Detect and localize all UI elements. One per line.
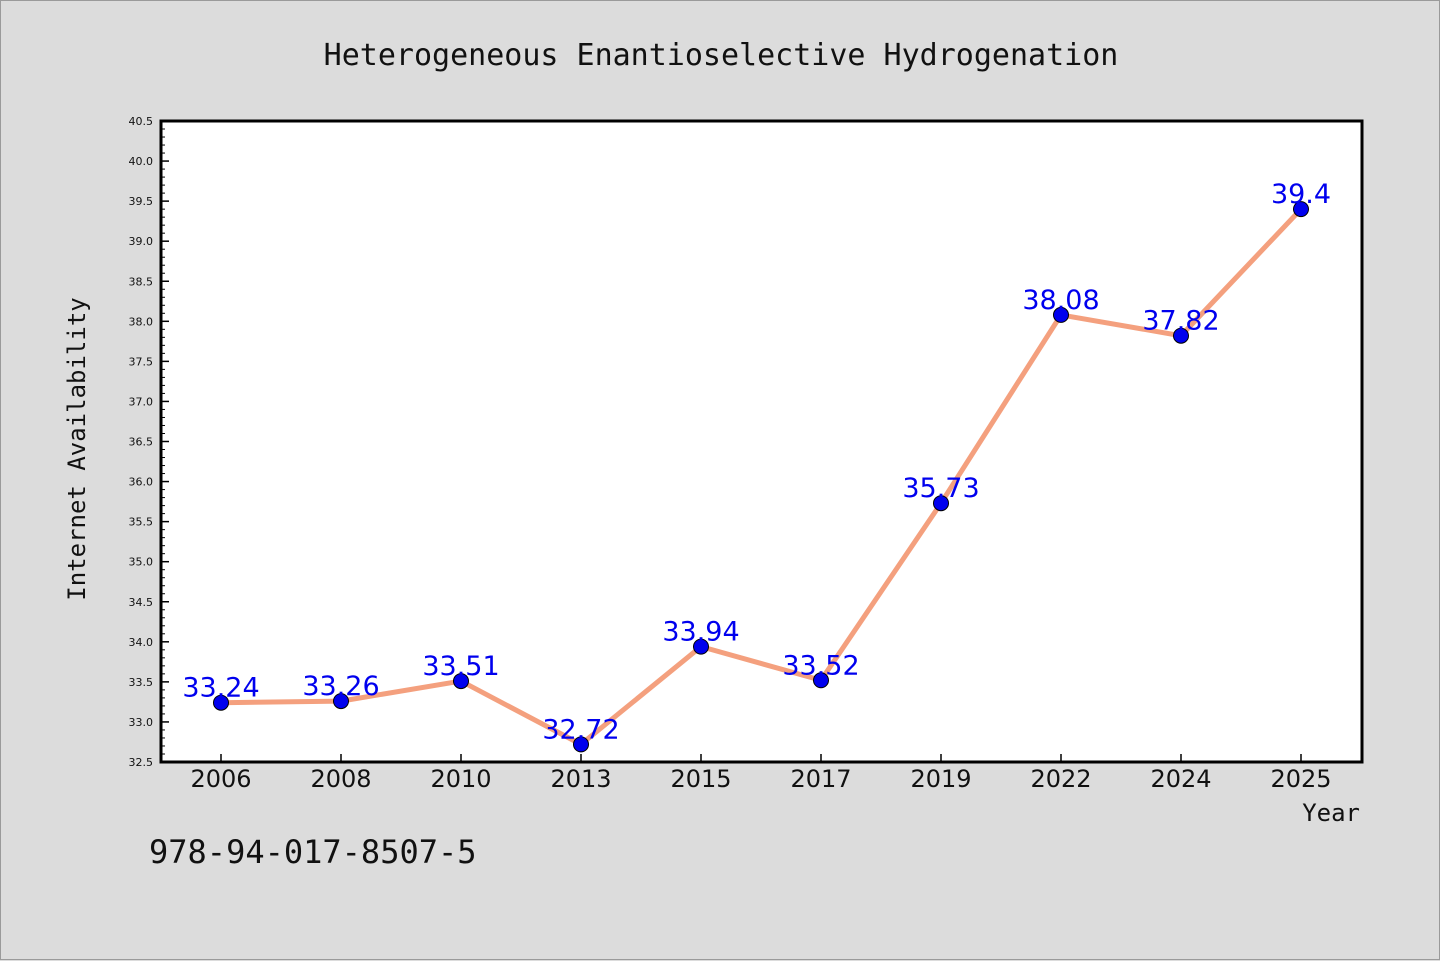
plot-area	[159, 119, 1364, 764]
y-tick-label: 37.0	[129, 395, 154, 408]
y-axis: 32.5 33.0 33.5 34.0 34.5 35.0 35.5 36.0 36.5 37.0…	[129, 115, 169, 769]
data-point	[1053, 306, 1069, 323]
x-tick-label: 2006	[190, 765, 251, 793]
data-point	[453, 673, 469, 690]
x-tick-label: 2022	[1030, 765, 1091, 793]
data-point	[933, 495, 949, 512]
y-tick-label: 37.5	[129, 355, 154, 368]
data-label: 35.73	[902, 473, 979, 504]
y-tick-label: 38.0	[129, 315, 154, 328]
series-line	[218, 206, 1304, 747]
isbn-code: 978-94-017-8507-5	[149, 833, 477, 871]
y-tick-label: 39.5	[129, 195, 154, 208]
data-point	[1173, 327, 1189, 344]
x-tick-label: 2017	[790, 765, 851, 793]
x-tick-label: 2019	[910, 765, 971, 793]
y-axis-label: Internet Availability	[63, 297, 91, 600]
data-point	[813, 672, 829, 689]
series-layer: 33.24 33.26 33.51 32.72 33.94 33.52 35.73 38.08…	[182, 179, 1331, 753]
data-label: 39.4	[1271, 179, 1331, 210]
data-label: 37.82	[1142, 306, 1219, 337]
data-label: 32.72	[542, 714, 619, 745]
data-point	[213, 694, 229, 711]
y-tick-label: 34.0	[129, 636, 154, 649]
data-label: 33.94	[662, 617, 739, 648]
y-tick-label: 33.5	[129, 676, 154, 689]
y-tick-label: 40.5	[129, 115, 154, 128]
x-tick-label: 2025	[1270, 765, 1331, 793]
data-point	[693, 638, 709, 655]
y-tick-label: 36.0	[129, 476, 154, 489]
data-point	[333, 693, 349, 710]
x-tick-label: 2024	[1150, 765, 1211, 793]
data-label: 38.08	[1022, 285, 1099, 316]
data-label: 33.26	[302, 671, 379, 702]
y-tick-label: 33.0	[129, 716, 154, 729]
x-axis-label: Year	[1302, 799, 1360, 827]
chart-title: Heterogeneous Enantioselective Hydrogena…	[324, 38, 1119, 73]
data-point	[573, 736, 589, 753]
y-tick-label: 35.0	[129, 556, 154, 569]
y-tick-label: 39.0	[129, 235, 154, 248]
x-axis: 2006 2008 2010 2013 2015 2017 2019 2022 2024 2025	[190, 754, 1332, 793]
data-label: 33.52	[782, 650, 859, 681]
y-tick-label: 32.5	[129, 756, 154, 769]
y-tick-label: 36.5	[129, 436, 154, 449]
x-tick-label: 2015	[670, 765, 731, 793]
y-tick-label: 40.0	[129, 155, 154, 168]
data-point	[1293, 201, 1309, 218]
data-label: 33.51	[422, 651, 499, 682]
x-tick-label: 2008	[310, 765, 371, 793]
y-tick-label: 34.5	[129, 596, 154, 609]
x-tick-label: 2010	[430, 765, 491, 793]
y-tick-label: 38.5	[129, 275, 154, 288]
x-tick-label: 2013	[550, 765, 611, 793]
data-label: 33.24	[182, 673, 259, 704]
y-tick-label: 35.5	[129, 516, 154, 529]
